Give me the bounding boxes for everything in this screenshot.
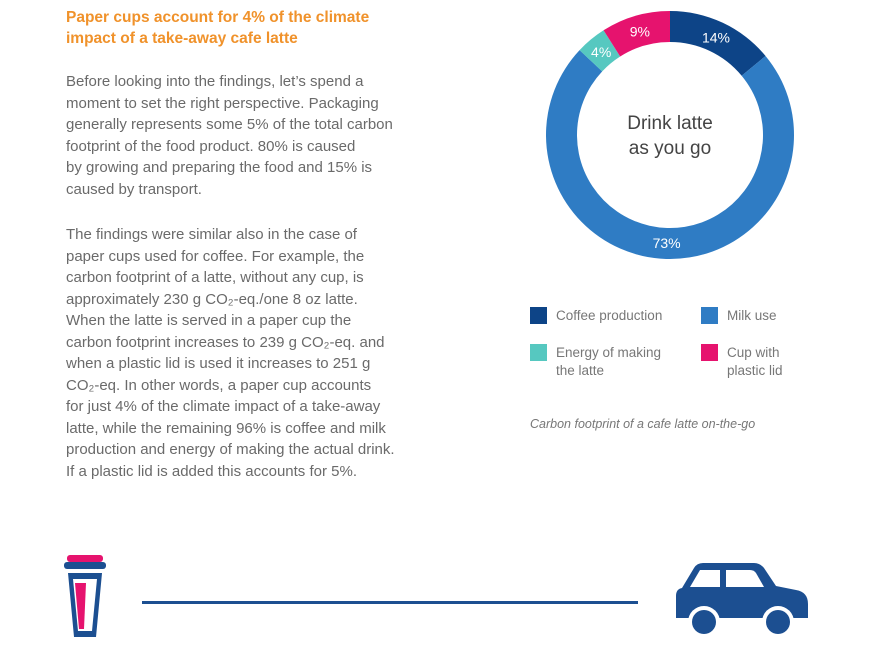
paragraph-line: for just 4% of the climate impact of a t… — [66, 398, 381, 415]
legend-item-cup-lid: Cup with plastic lid — [701, 344, 852, 380]
donut-slice-energy-of-making-the-latte — [579, 30, 621, 72]
paragraph-line: production and energy of making the actu… — [66, 441, 395, 458]
legend-label: Cup with plastic lid — [727, 345, 783, 378]
paragraph-line: carbon footprint of a latte, without any… — [66, 269, 364, 286]
donut-chart: 14% 73% 4% 9% — [546, 10, 794, 260]
paragraph-line: caused by transport. — [66, 180, 202, 198]
paragraph-line: when a plastic lid is used it increases … — [66, 355, 371, 372]
paragraph-line: latte, while the remaining 96% is coffee… — [66, 419, 386, 437]
paragraph-line: When the latte is served in a paper cup … — [66, 312, 352, 329]
legend-item-energy: Energy of making the latte — [530, 344, 681, 380]
center-label-line: as you go — [628, 138, 712, 159]
donut-slice-milk-use — [546, 50, 794, 260]
paragraph-line: The findings were similar also in the ca… — [66, 226, 357, 243]
findings-paragraph: The findings were similar also in the ca… — [66, 224, 446, 482]
donut-slice-coffee-production — [670, 10, 766, 76]
intro-paragraph: Before looking into the findings, let’s … — [66, 71, 446, 200]
center-label-line: Drink latte — [627, 113, 713, 134]
paragraph-line: carbon footprint increases to 239 g CO₂-… — [66, 333, 385, 351]
car-icon — [676, 563, 808, 638]
paragraph-line: CO₂-eq. In other words, a paper cup acco… — [66, 376, 372, 394]
donut-center-label: Drink latte as you go — [585, 111, 755, 161]
legend-label: Milk use — [727, 308, 777, 323]
paragraph-line: generally represents some 5% of the tota… — [66, 116, 393, 133]
paragraph-line: footprint of the food product. 80% is ca… — [66, 137, 356, 155]
paragraph-line: Before looking into the findings, let’s … — [66, 73, 364, 90]
paragraph-line: approximately 230 g CO₂-eq./one 8 oz lat… — [66, 290, 358, 308]
paragraph-line: moment to set the right perspective. Pac… — [66, 94, 379, 112]
legend-label: Coffee production — [556, 308, 663, 323]
article-heading: Paper cups account for 4% of the climate… — [66, 7, 426, 49]
donut-slice-cup-with-plastic-lid — [603, 11, 670, 57]
coffee-cup-icon — [64, 555, 106, 637]
paragraph-line: by growing and preparing the food and 15… — [66, 159, 373, 176]
slice-value-label: 73% — [653, 235, 681, 251]
heading-line: impact of a take-away cafe latte — [66, 30, 298, 47]
legend-item-milk-use: Milk use — [701, 307, 852, 325]
heading-line: Paper cups account for 4% of the climate — [66, 9, 370, 26]
legend-swatch — [701, 307, 718, 324]
legend-swatch — [530, 344, 547, 361]
chart-caption: Carbon footprint of a cafe latte on-the-… — [530, 417, 756, 431]
road-line — [142, 601, 638, 604]
legend-label: Energy of making the latte — [556, 345, 662, 378]
slice-value-label: 14% — [702, 29, 730, 45]
slice-value-label: 9% — [630, 23, 650, 39]
legend-item-coffee-production: Coffee production — [530, 307, 681, 325]
legend-swatch — [530, 307, 547, 324]
legend-swatch — [701, 344, 718, 361]
paragraph-line: paper cups used for coffee. For example,… — [66, 247, 365, 265]
slice-value-label: 4% — [591, 44, 611, 60]
paragraph-line: If a plastic lid is added this accounts … — [66, 462, 357, 480]
